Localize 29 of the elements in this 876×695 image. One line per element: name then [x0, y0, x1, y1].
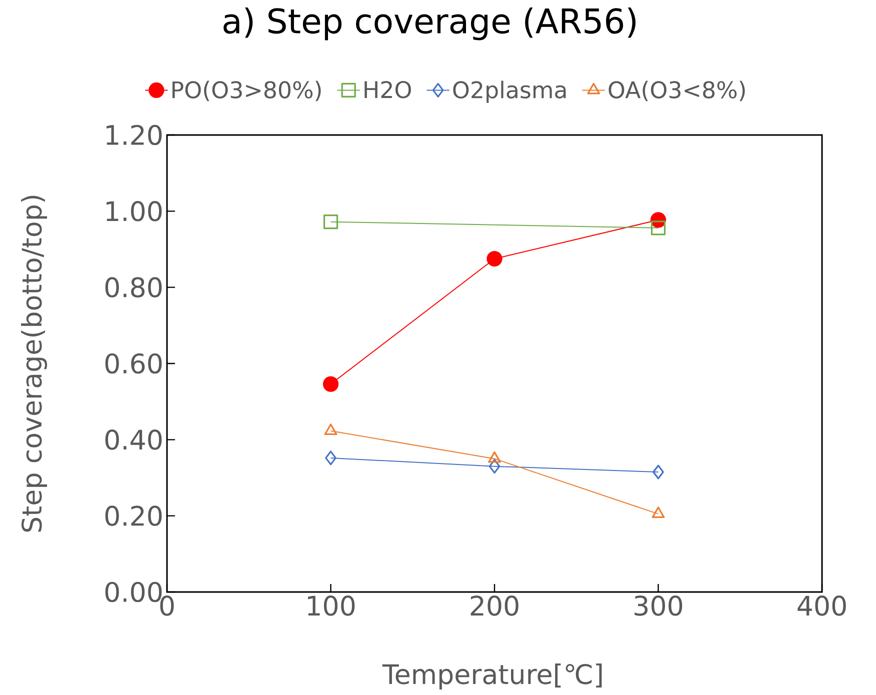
point [650, 220, 666, 236]
chart-title: a) Step coverage (AR56) [224, 8, 636, 40]
x-tick-label: 300 [634, 596, 682, 616]
x-axis-title: Temperature[℃] [382, 664, 602, 690]
y-tick-label: 1.00 [106, 200, 162, 222]
x-tick-label: 100 [308, 596, 355, 616]
y-axis-title: Step coverage(botto/top) [21, 196, 48, 532]
x-tick-label: 400 [798, 596, 846, 616]
point [488, 459, 500, 474]
legend-label: H2O [364, 80, 411, 98]
y-tick-label: 0.00 [105, 582, 162, 602]
y-tick-label: 0.20 [105, 506, 162, 526]
x-tick-label: 0 [160, 596, 174, 616]
point [486, 250, 502, 267]
point [325, 450, 336, 466]
point [652, 506, 665, 518]
point [322, 376, 339, 392]
point [652, 464, 664, 480]
point [488, 451, 501, 463]
legend-label: OA(O3<8%) [608, 80, 745, 102]
x-tick-label: 200 [470, 596, 518, 616]
point [323, 214, 338, 230]
y-tick-label: 0.80 [105, 277, 162, 298]
y-tick-label: 1.20 [106, 124, 162, 146]
y-tick-label: 0.60 [105, 353, 162, 374]
y-tick-label: 0.40 [105, 429, 162, 450]
legend-label: PO(O3>80%) [172, 80, 321, 102]
legend-label: O2plasma [453, 80, 566, 103]
point [324, 424, 338, 435]
